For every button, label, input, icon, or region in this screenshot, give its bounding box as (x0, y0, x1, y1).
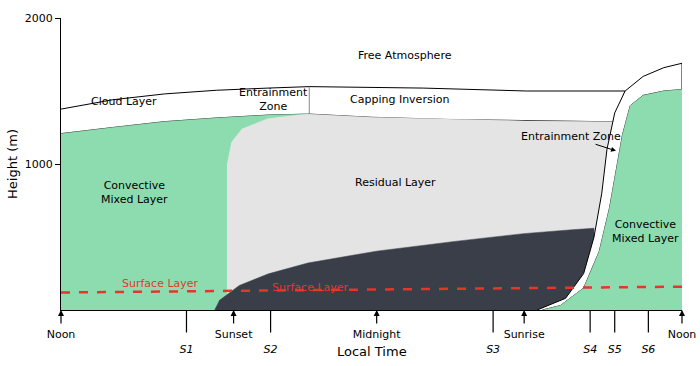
svg-text:EntrainmentZone: EntrainmentZone (239, 86, 308, 113)
svg-text:S3: S3 (486, 343, 500, 356)
svg-text:Free Atmosphere: Free Atmosphere (358, 49, 452, 62)
svg-text:ConvectiveMixed Layer: ConvectiveMixed Layer (612, 218, 679, 245)
svg-text:S2: S2 (264, 343, 278, 356)
svg-text:Height (m): Height (m) (5, 129, 20, 199)
svg-text:S6: S6 (641, 343, 655, 356)
svg-text:Capping Inversion: Capping Inversion (350, 93, 449, 106)
svg-text:Residual Layer: Residual Layer (355, 176, 436, 189)
svg-text:S1: S1 (179, 343, 193, 356)
svg-text:Local Time: Local Time (337, 344, 407, 359)
svg-text:Surface Layer: Surface Layer (272, 281, 349, 294)
svg-text:Entrainment Zone: Entrainment Zone (521, 130, 621, 143)
svg-text:Sunrise: Sunrise (504, 328, 545, 341)
svg-text:Noon: Noon (47, 328, 76, 341)
svg-text:Sunset: Sunset (215, 328, 253, 341)
svg-text:1000: 1000 (25, 158, 53, 171)
svg-text:Midnight: Midnight (353, 328, 402, 341)
svg-text:Cloud Layer: Cloud Layer (91, 95, 157, 108)
svg-text:Surface Layer: Surface Layer (122, 277, 199, 290)
svg-text:2000: 2000 (25, 12, 53, 25)
svg-text:S4: S4 (583, 343, 597, 356)
svg-text:Noon: Noon (668, 328, 697, 341)
svg-text:S5: S5 (608, 343, 622, 356)
svg-text:ConvectiveMixed Layer: ConvectiveMixed Layer (101, 179, 168, 206)
